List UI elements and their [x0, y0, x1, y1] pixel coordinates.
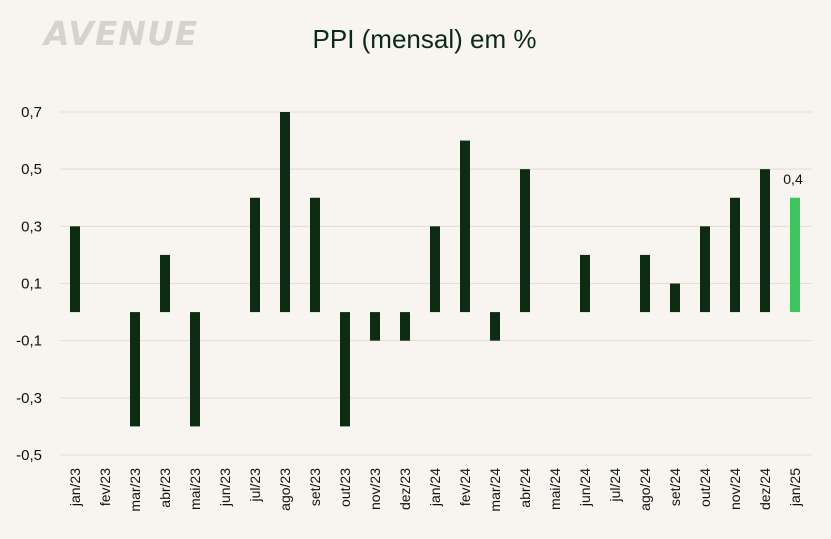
bar-mar-23	[130, 312, 140, 427]
bar-mai-23	[190, 312, 200, 427]
bar-abr-24	[520, 169, 530, 313]
bar-jun-24	[580, 254, 590, 313]
bar-dez-24	[760, 169, 770, 313]
x-tick-label: fev/24	[457, 468, 473, 506]
bar-jan-25	[790, 197, 800, 313]
bar-jan-23	[70, 226, 80, 313]
y-tick-label: 0,3	[21, 218, 42, 235]
x-tick-label: abr/24	[517, 468, 533, 508]
x-tick-label: jul/23	[247, 468, 263, 503]
bar-fev-24	[460, 140, 470, 313]
x-tick-label: mar/24	[487, 468, 503, 512]
x-tick-label: dez/24	[757, 468, 773, 510]
bar-ago-23	[280, 112, 290, 313]
bar-nov-23	[370, 312, 380, 341]
x-tick-label: nov/24	[727, 468, 743, 510]
bar-jul-23	[250, 197, 260, 313]
x-tick-label: set/24	[667, 468, 683, 506]
x-tick-label: set/23	[307, 468, 323, 506]
y-tick-label: -0,5	[16, 447, 42, 464]
bar-nov-24	[730, 197, 740, 313]
bar-jan-24	[430, 226, 440, 313]
x-tick-label: mar/23	[127, 468, 143, 512]
x-tick-label: abr/23	[157, 468, 173, 508]
bar-mar-24	[490, 312, 500, 341]
bar-set-23	[310, 197, 320, 313]
y-tick-label: 0,5	[21, 161, 42, 178]
x-tick-label: out/24	[697, 468, 713, 507]
x-tick-label: out/23	[337, 468, 353, 507]
x-tick-label: jan/23	[67, 468, 83, 507]
bar-set-24	[670, 283, 680, 313]
y-tick-label: -0,1	[16, 333, 42, 350]
x-tick-label: ago/23	[277, 468, 293, 511]
x-tick-label: dez/23	[397, 468, 413, 510]
bar-out-24	[700, 226, 710, 313]
y-tick-label: -0,3	[16, 390, 42, 407]
bar-abr-23	[160, 254, 170, 313]
x-tick-label: fev/23	[97, 468, 113, 506]
bar-out-23	[340, 312, 350, 427]
y-tick-label: 0,1	[21, 276, 42, 293]
chart-title: PPI (mensal) em %	[312, 24, 537, 54]
x-tick-label: jun/24	[577, 468, 593, 507]
x-tick-label: jul/24	[607, 468, 623, 503]
bar-dez-23	[400, 312, 410, 341]
x-tick-label: mai/24	[547, 468, 563, 510]
x-tick-label: ago/24	[637, 468, 653, 511]
x-tick-label: nov/23	[367, 468, 383, 510]
x-tick-label: jan/25	[787, 468, 803, 507]
x-tick-label: mai/23	[187, 468, 203, 510]
x-tick-label: jan/24	[427, 468, 443, 507]
x-tick-label: jun/23	[217, 468, 233, 507]
data-label-jan-25: 0,4	[783, 171, 803, 187]
bar-ago-24	[640, 254, 650, 313]
avenue-logo: AVENUE	[44, 14, 199, 53]
y-tick-label: 0,7	[21, 104, 42, 121]
